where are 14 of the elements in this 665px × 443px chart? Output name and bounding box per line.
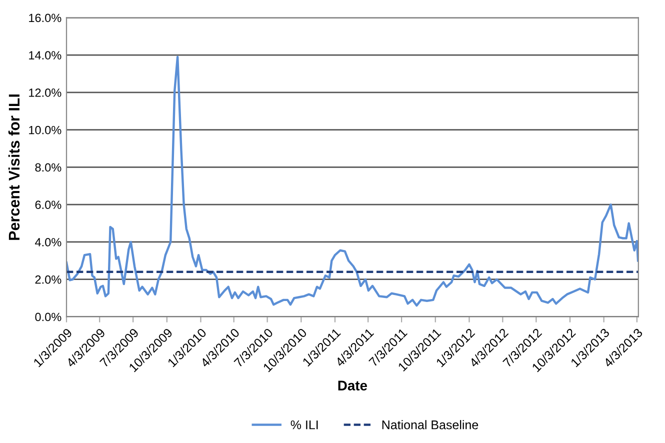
y-tick-label: 16.0% bbox=[29, 14, 62, 22]
y-tick-label: 14.0% bbox=[29, 51, 62, 60]
y-tick-label: 0.0% bbox=[35, 312, 62, 322]
y-tick-label: 10.0% bbox=[29, 126, 62, 134]
y-tick-label: 12.0% bbox=[29, 88, 62, 97]
y-axis-title: Percent Visits for ILI bbox=[8, 94, 20, 240]
y-tick-label: 6.0% bbox=[35, 200, 62, 210]
legend-label: National Baseline bbox=[382, 420, 478, 430]
legend-label: % ILI bbox=[290, 420, 318, 430]
line-series bbox=[66, 56, 638, 307]
y-tick-label: 4.0% bbox=[35, 238, 62, 246]
y-tick-label: 8.0% bbox=[35, 163, 62, 172]
x-axis-title: Date bbox=[338, 380, 368, 390]
y-tick-label: 2.0% bbox=[35, 275, 62, 284]
